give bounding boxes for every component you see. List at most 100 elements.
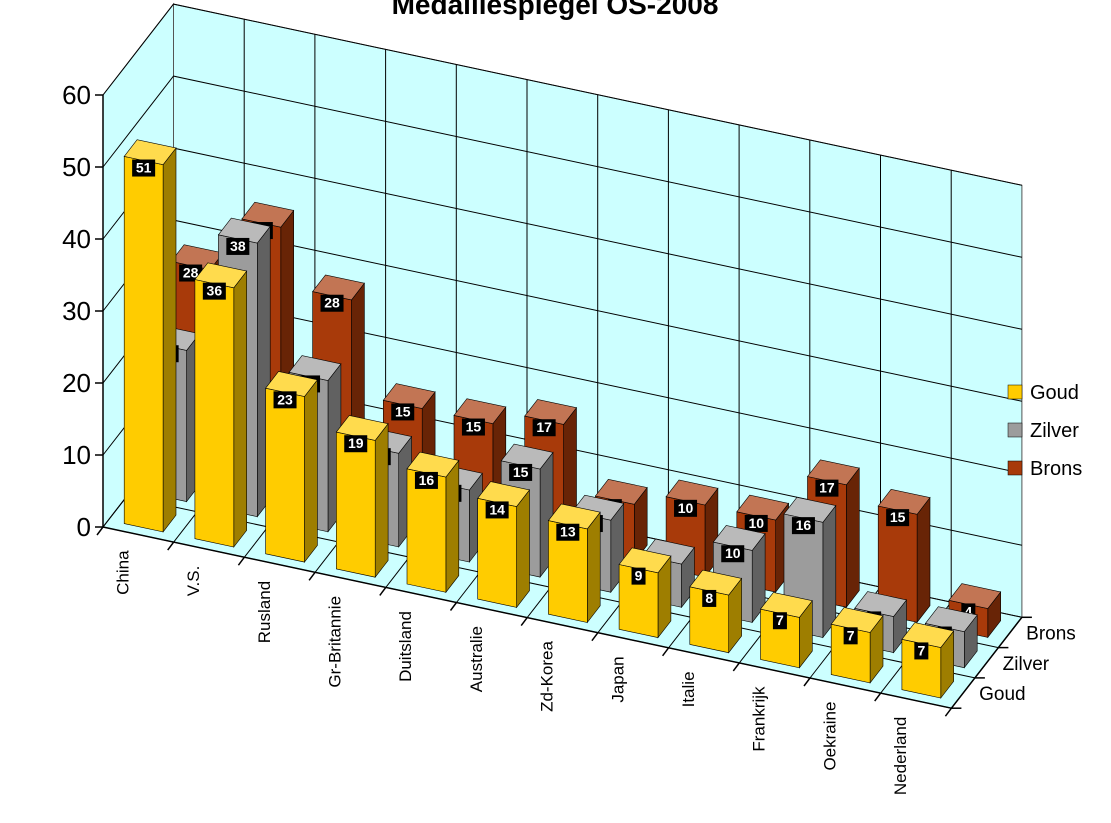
value-label-bg	[631, 567, 646, 585]
bar-goud-2: 23	[265, 371, 318, 563]
legend-swatch	[1007, 422, 1023, 438]
bar-side	[233, 270, 247, 548]
value-label-bg	[886, 509, 910, 527]
x-tick	[449, 602, 458, 611]
bar-front	[194, 279, 235, 548]
value-label-bg	[226, 237, 250, 255]
y-tick-label: 0	[77, 512, 91, 542]
value-label: 10	[725, 545, 741, 561]
y-tick-label: 60	[62, 80, 91, 110]
bar-goud-3: 19	[335, 415, 389, 579]
bar-front	[123, 156, 164, 533]
value-label-bg	[485, 501, 509, 519]
value-label: 10	[678, 500, 694, 516]
chart-bars: 2836281515178101017154213821131015106101…	[123, 139, 1002, 699]
value-label-bg	[815, 479, 839, 497]
bar-side	[304, 378, 318, 563]
chart-title: Medaillespiegel OS-2008	[392, 0, 719, 20]
value-label: 19	[348, 435, 364, 451]
x-axis: China V.S. Rusland Gr-Britannie Duitsland Aus…	[96, 526, 953, 795]
value-label-bg	[202, 282, 226, 300]
bar-goud-8: 8	[689, 569, 743, 654]
value-label-bg	[721, 545, 745, 563]
value-label: 36	[207, 283, 223, 299]
value-label-bg	[744, 514, 768, 532]
value-label-bg	[556, 523, 580, 541]
bar-brons-10: 15	[877, 488, 931, 624]
category-label: Nederland	[891, 717, 910, 795]
x-tick	[661, 647, 670, 657]
x-tick	[96, 526, 104, 536]
category-label: Rusland	[255, 581, 274, 643]
value-label-bg	[461, 418, 485, 436]
bar-side	[516, 489, 530, 609]
bar-side	[586, 511, 601, 624]
bar-front	[265, 387, 305, 563]
value-label: 15	[466, 419, 482, 435]
depth-label: Goud	[979, 684, 1025, 705]
x-tick	[874, 692, 882, 702]
bar-goud-7: 9	[618, 547, 672, 639]
value-label: 4	[964, 603, 972, 619]
bar-goud-5: 14	[477, 481, 531, 609]
category-label: V.S.	[184, 566, 203, 597]
value-label: 7	[776, 612, 784, 628]
category-label: Duitsland	[396, 611, 415, 682]
value-label-bg	[344, 435, 368, 453]
value-label: 28	[324, 295, 340, 311]
value-label-bg	[132, 159, 156, 177]
legend-label: Goud	[1030, 382, 1079, 404]
value-label: 38	[230, 238, 246, 254]
value-label-bg	[414, 471, 438, 489]
bar-goud-6: 13	[547, 503, 601, 624]
bar-side	[846, 467, 860, 609]
value-label: 16	[419, 472, 435, 488]
value-label-bg	[843, 627, 858, 645]
value-label: 7	[847, 627, 855, 643]
value-label: 14	[489, 501, 505, 517]
x-tick	[732, 662, 740, 672]
value-label-bg	[391, 403, 415, 421]
x-tick	[803, 677, 811, 687]
bar-side	[916, 496, 931, 624]
depth-axis: Goud Zilver Brons	[950, 616, 1076, 709]
value-label: 17	[536, 419, 552, 435]
value-label: 13	[560, 524, 576, 540]
x-tick	[591, 632, 599, 642]
value-label: 7	[917, 642, 925, 658]
value-label: 51	[136, 160, 152, 176]
value-label: 16	[796, 517, 812, 533]
bar-front	[335, 431, 376, 578]
bar-side	[445, 459, 460, 594]
value-label-bg	[791, 517, 815, 535]
x-tick	[167, 541, 175, 551]
y-tick-label: 10	[62, 440, 91, 470]
bar-goud-10: 7	[830, 607, 884, 684]
depth-label: Zilver	[1003, 654, 1050, 675]
x-tick	[379, 586, 387, 596]
x-tick	[944, 707, 953, 717]
bar-goud-11: 7	[901, 622, 955, 699]
value-label: 10	[748, 515, 764, 531]
depth-axis-line	[950, 616, 1023, 709]
value-label-bg	[772, 612, 787, 630]
category-label: China	[113, 550, 132, 595]
value-label-bg	[914, 642, 929, 660]
category-label: Zd-Korea	[538, 641, 557, 712]
value-label: 23	[277, 391, 293, 407]
bar-goud-1: 36	[194, 262, 248, 548]
value-label: 8	[705, 590, 713, 606]
bar-side	[374, 422, 389, 579]
category-label: Gr-Britannie	[325, 596, 344, 688]
value-label-bg	[702, 589, 717, 607]
legend-swatch	[1007, 384, 1023, 400]
y-tick-label: 30	[62, 296, 91, 326]
value-label-bg	[532, 419, 556, 437]
legend-swatch	[1007, 460, 1023, 476]
bar-goud-9: 7	[759, 592, 813, 669]
bar-brons-7: 10	[665, 479, 719, 578]
bar-goud-4: 16	[406, 451, 460, 594]
bar-side	[822, 504, 837, 639]
value-label: 15	[395, 403, 411, 419]
